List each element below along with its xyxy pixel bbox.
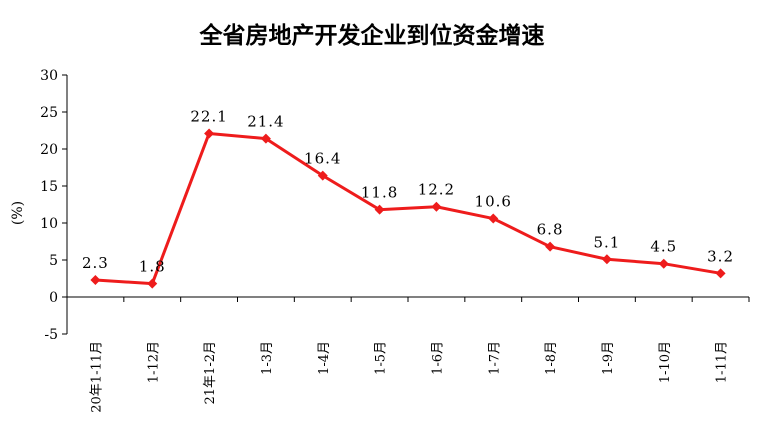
y-tick-label: 5 [49, 253, 58, 269]
data-labels: 2.3 1.8 22.1 21.4 16.4 11.8 12.2 10.6 6.8 5.1 4.5 3… [82, 107, 734, 276]
data-label: 10.6 [475, 193, 512, 211]
data-label: 22.1 [190, 107, 227, 125]
x-tick-label: 1-3月 [260, 341, 275, 375]
data-point-marker [488, 213, 499, 224]
data-point-marker [431, 201, 442, 212]
x-tick-label: 1-11月 [715, 341, 730, 383]
data-point-marker [374, 204, 385, 215]
data-point-marker [260, 133, 271, 144]
data-label: 4.5 [650, 238, 677, 256]
data-label: 1.8 [139, 258, 166, 276]
data-label: 12.2 [418, 181, 455, 199]
data-label: 11.8 [361, 184, 398, 202]
data-point-marker [204, 128, 215, 139]
x-tick-label: 1-4月 [317, 341, 332, 375]
y-axis-label: (%) [10, 201, 26, 225]
x-tick-label: 21年1-2月 [203, 341, 218, 404]
data-label: 6.8 [537, 221, 564, 239]
y-tick-label: 30 [40, 68, 58, 84]
axes: -5 0 5 10 15 20 25 30 20年1-11月 1-12月 21年1-2月 1-3月 1-… [40, 68, 750, 413]
data-label: 21.4 [247, 113, 284, 131]
data-point-marker [601, 254, 612, 265]
x-tick-label: 1-5月 [374, 341, 389, 375]
y-tick-label: 10 [40, 216, 58, 232]
x-tick-label: 1-8月 [544, 341, 559, 375]
y-tick-label: 0 [49, 290, 58, 306]
data-point-marker [658, 258, 669, 269]
x-tick-label: 1-12月 [146, 341, 161, 383]
x-tick-label: 1-10月 [658, 341, 673, 383]
data-point-marker [545, 241, 556, 252]
series-group [90, 128, 726, 289]
x-tick-label: 20年1-11月 [89, 341, 104, 413]
data-label: 5.1 [593, 233, 620, 251]
chart-title: 全省房地产开发企业到位资金增速 [199, 22, 545, 49]
data-point-marker [715, 268, 726, 279]
data-label: 2.3 [82, 254, 109, 272]
x-tick-label: 1-7月 [487, 341, 502, 375]
data-label: 16.4 [304, 150, 341, 168]
y-tick-label: -5 [44, 327, 58, 343]
data-point-marker [147, 278, 158, 289]
x-tick-label: 1-9月 [601, 341, 616, 375]
y-tick-label: 20 [40, 142, 58, 158]
series-line [95, 131, 721, 286]
data-point-marker [317, 170, 328, 181]
data-point-marker [90, 274, 101, 285]
y-tick-label: 25 [40, 105, 58, 121]
y-tick-label: 15 [40, 179, 58, 195]
data-label: 3.2 [707, 247, 734, 265]
x-tick-label: 1-6月 [430, 341, 445, 375]
